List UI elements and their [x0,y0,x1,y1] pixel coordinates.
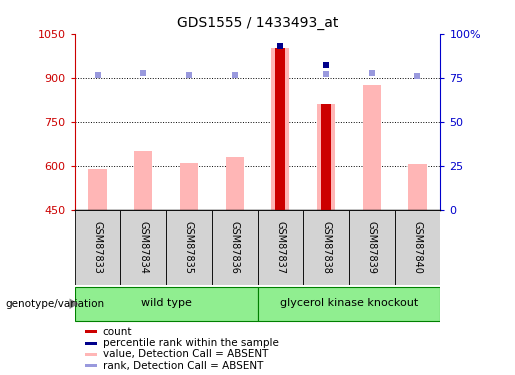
Text: GSM87834: GSM87834 [138,221,148,274]
Text: GSM87833: GSM87833 [93,221,102,274]
Text: count: count [102,327,132,337]
Bar [363,85,381,210]
Bar [121,210,166,285]
Text: GSM87837: GSM87837 [276,221,285,274]
Text: GSM87839: GSM87839 [367,221,377,274]
Bar [85,353,97,356]
Text: genotype/variation: genotype/variation [5,299,104,309]
Bar [317,104,335,210]
Bar [134,151,152,210]
Bar [180,163,198,210]
Bar [89,169,107,210]
Bar [394,210,440,285]
Title: GDS1555 / 1433493_at: GDS1555 / 1433493_at [177,16,338,30]
Bar [166,210,212,285]
Bar [408,164,426,210]
Bar [321,104,331,210]
Text: glycerol kinase knockout: glycerol kinase knockout [280,298,418,308]
Text: GSM87835: GSM87835 [184,221,194,274]
Bar [349,210,394,285]
Bar [212,210,258,285]
Bar [75,210,121,285]
Text: value, Detection Call = ABSENT: value, Detection Call = ABSENT [102,350,268,359]
Bar [75,287,258,321]
Text: GSM87840: GSM87840 [413,221,422,274]
Bar [271,48,289,210]
Bar [303,210,349,285]
Text: wild type: wild type [141,298,192,308]
Bar [85,364,97,367]
Bar [276,48,285,210]
Text: GSM87836: GSM87836 [230,221,239,274]
Text: percentile rank within the sample: percentile rank within the sample [102,338,279,348]
Text: GSM87838: GSM87838 [321,221,331,274]
Polygon shape [70,298,79,309]
Bar [85,342,97,345]
Bar [258,287,440,321]
Bar [258,210,303,285]
Bar [226,157,244,210]
Bar [85,330,97,333]
Text: rank, Detection Call = ABSENT: rank, Detection Call = ABSENT [102,361,263,370]
